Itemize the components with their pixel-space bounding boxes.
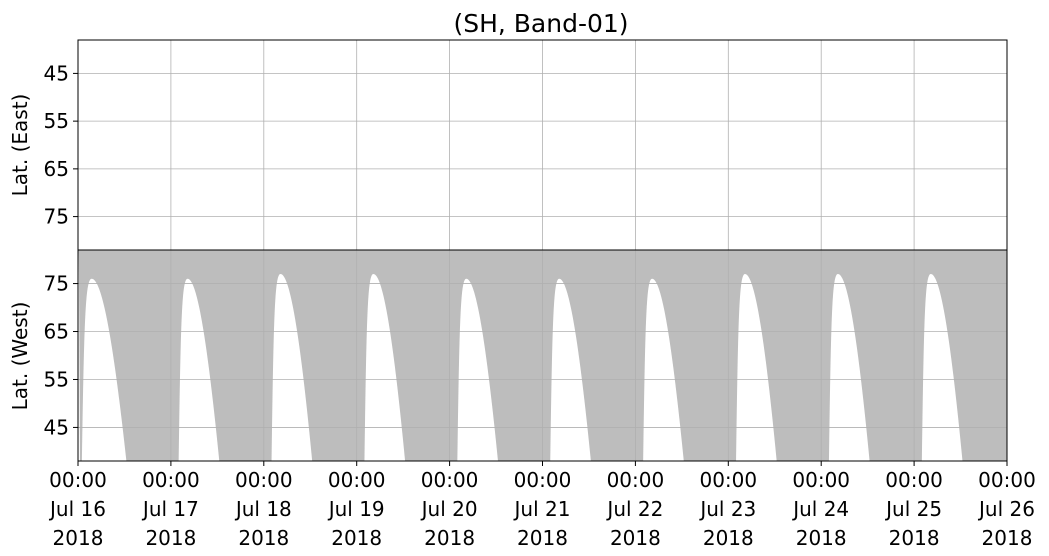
x-tick-label-line: 00:00	[792, 468, 850, 492]
x-tick-label-line: 00:00	[978, 468, 1036, 492]
x-tick-label-line: 00:00	[699, 468, 757, 492]
x-tick-label-line: 2018	[145, 526, 196, 550]
west-gap-9	[828, 273, 870, 461]
x-tick-label-line: Jul 25	[884, 497, 942, 521]
west-gap-8	[736, 273, 777, 461]
x-tick-label: 00:00 Jul 20 2018	[420, 468, 479, 550]
x-tick-label-line: Jul 20	[420, 497, 478, 521]
x-tick-label-line: Jul 17	[141, 497, 199, 521]
panel-east: 45 55 65 75 Lat. (East)	[8, 39, 1008, 251]
y-tick-label: 55	[44, 109, 69, 133]
x-tick-label-line: 2018	[53, 526, 104, 550]
west-gap-4	[364, 273, 406, 461]
x-tick-label-line: 2018	[331, 526, 382, 550]
y-tick-label: 75	[44, 205, 69, 229]
x-tick-label: 00:00 Jul 24 2018	[791, 468, 850, 550]
x-tick-label-line: Jul 24	[791, 497, 849, 521]
y-tick-label: 65	[44, 157, 69, 181]
west-gap-2	[178, 278, 220, 461]
x-tick-label-line: Jul 18	[234, 497, 292, 521]
x-tick-label-line: 00:00	[514, 468, 572, 492]
chart-title: (SH, Band-01)	[453, 9, 628, 38]
y-tick-label: 45	[44, 415, 69, 439]
x-tick-label-line: 2018	[610, 526, 661, 550]
x-tick-label-line: Jul 22	[605, 497, 663, 521]
x-tick-label-line: 2018	[238, 526, 289, 550]
x-tick-label: 00:00 Jul 16 2018	[48, 468, 107, 550]
panel-west-gaps	[78, 250, 963, 461]
x-tick-label-line: Jul 26	[977, 497, 1035, 521]
x-tick-label-line: 2018	[424, 526, 475, 550]
x-tick-label-line: 2018	[517, 526, 568, 550]
panel-west: 45 55 65 75 Lat. (West)	[8, 249, 1008, 462]
west-gap-3	[271, 273, 313, 461]
x-tick-label-line: 00:00	[142, 468, 200, 492]
west-gap-10	[921, 273, 963, 461]
x-tick-label: 00:00 Jul 26 2018	[977, 468, 1036, 550]
x-tick-label-line: Jul 23	[698, 497, 756, 521]
x-tick-label: 00:00 Jul 23 2018	[698, 468, 757, 550]
panel-west-ylabel: Lat. (West)	[8, 302, 32, 411]
x-tick-label-line: 00:00	[885, 468, 943, 492]
x-tick-label-line: 2018	[982, 526, 1033, 550]
x-tick-label-line: 2018	[703, 526, 754, 550]
x-tick-label-line: 2018	[796, 526, 847, 550]
x-tick-label-line: Jul 19	[327, 497, 385, 521]
x-tick-label: 00:00 Jul 22 2018	[605, 468, 664, 550]
x-tick-label-line: 00:00	[49, 468, 107, 492]
panel-east-grid	[77, 40, 1008, 250]
x-tick-label: 00:00 Jul 19 2018	[327, 468, 386, 550]
west-gap-7	[643, 278, 684, 461]
west-gap-5	[457, 278, 498, 461]
panel-east-y-ticks: 45 55 65 75	[44, 61, 78, 229]
x-tick-label-line: 00:00	[421, 468, 479, 492]
panel-west-y-ticks: 45 55 65 75	[44, 272, 78, 439]
panel-east-ylabel: Lat. (East)	[8, 94, 32, 197]
y-tick-label: 75	[44, 272, 69, 296]
x-tick-label: 00:00 Jul 18 2018	[234, 468, 293, 550]
y-tick-label: 45	[44, 61, 69, 85]
west-gap-1	[81, 278, 127, 461]
x-tick-label: 00:00 Jul 25 2018	[884, 468, 943, 550]
x-tick-label: 00:00 Jul 21 2018	[513, 468, 572, 550]
x-tick-label-line: 00:00	[328, 468, 386, 492]
x-tick-label-line: 00:00	[235, 468, 293, 492]
x-axis-ticks: 00:00 Jul 16 2018 00:00 Jul 17 2018 00:00 Jul 1…	[48, 461, 1036, 550]
y-tick-label: 55	[44, 367, 69, 391]
x-tick-label-line: Jul 16	[48, 497, 106, 521]
x-tick-label-line: Jul 21	[513, 497, 571, 521]
y-tick-label: 65	[44, 320, 69, 344]
x-tick-label-line: 00:00	[607, 468, 665, 492]
west-gap-6	[550, 278, 591, 461]
x-tick-label: 00:00 Jul 17 2018	[141, 468, 200, 550]
x-tick-label-line: 2018	[889, 526, 940, 550]
